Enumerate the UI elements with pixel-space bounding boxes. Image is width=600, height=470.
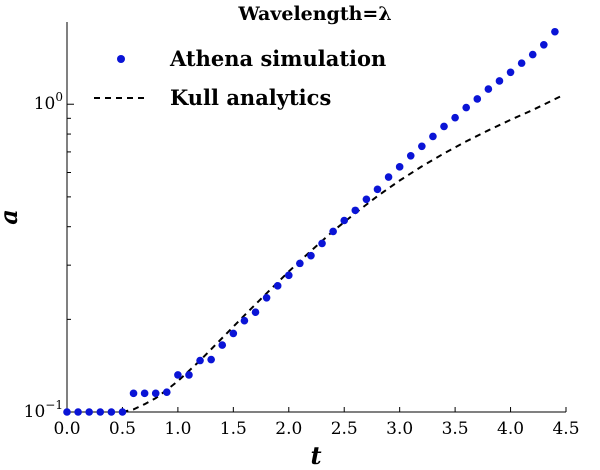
athena-data-point [63,408,71,416]
athena-data-point [540,40,548,49]
legend-label: Athena simulation [169,46,386,71]
athena-data-point [440,122,448,131]
legend-label: Kull analytics [170,85,331,110]
athena-data-point [451,113,459,122]
x-tick-label: 3.5 [442,419,469,439]
athena-data-point [262,293,271,302]
athena-data-point [74,408,82,416]
athena-data-point [96,408,105,416]
athena-data-point [118,408,127,416]
y-ticks: 10−1 100 [24,90,74,422]
athena-data-point [462,103,471,112]
x-tick-label: 4.5 [552,419,579,439]
x-tick-label: 3.0 [386,419,413,439]
athena-data-point [528,50,537,59]
athena-data-point [174,371,182,379]
athena-data-point [85,408,93,416]
athena-data-point [218,341,227,349]
x-tick-label: 1.0 [164,419,191,439]
x-tick-label: 2.0 [275,419,302,439]
x-ticks: 0.0 0.5 1.0 1.5 2.0 2.5 3.0 3.5 4.0 4.5 [53,407,580,439]
y-axis-label: a [0,209,23,225]
x-tick-label: 0.0 [53,419,80,439]
athena-data-point [196,356,204,365]
athena-data-point [517,59,526,67]
athena-data-point [140,389,149,398]
x-tick-label: 1.5 [220,419,247,439]
athena-data-point [163,388,171,396]
athena-data-point [207,355,215,364]
athena-data-point [329,227,337,236]
athena-data-point [418,142,426,151]
athena-data-point [362,195,371,204]
athena-data-point [473,95,482,103]
y-tick-label: 100 [34,90,63,114]
athena-data-point [384,173,393,181]
athena-data-point [506,68,515,77]
chart-title: Wavelength=λ [237,3,391,25]
athena-data-point [185,371,193,379]
athena-data-point [129,389,138,398]
x-tick-label: 0.5 [109,419,136,439]
athena-data-point [373,185,382,194]
athena-data-point [340,216,349,225]
x-tick-label: 4.0 [497,419,524,439]
athena-data-point [484,85,493,93]
y-tick-label: 10−1 [24,398,63,422]
athena-data-point [240,316,249,325]
series-layer [63,27,561,416]
plot-area: 0.0 0.5 1.0 1.5 2.0 2.5 3.0 3.5 4.0 4.5 10−1 100 [24,22,580,439]
athena-data-point [429,132,437,141]
legend-marker-dot [117,55,125,63]
athena-data-point [151,389,160,398]
athena-data-point [273,282,282,290]
athena-data-point [307,251,315,260]
legend: Athena simulation Kull analytics [94,46,386,110]
x-axis-label: t [310,441,321,470]
athena-data-point [284,271,293,280]
athena-data-point [395,163,404,171]
x-tick-label: 2.5 [331,419,358,439]
athena-data-point [495,77,504,85]
athena-data-point [406,151,415,160]
athena-data-point [351,206,360,215]
athena-data-point [296,259,304,268]
athena-data-point [318,239,326,248]
athena-data-point [251,308,260,316]
athena-data-point [107,408,116,416]
athena-data-point [229,329,238,338]
athena-data-point [551,27,559,36]
kull-analytics-line [122,95,561,413]
